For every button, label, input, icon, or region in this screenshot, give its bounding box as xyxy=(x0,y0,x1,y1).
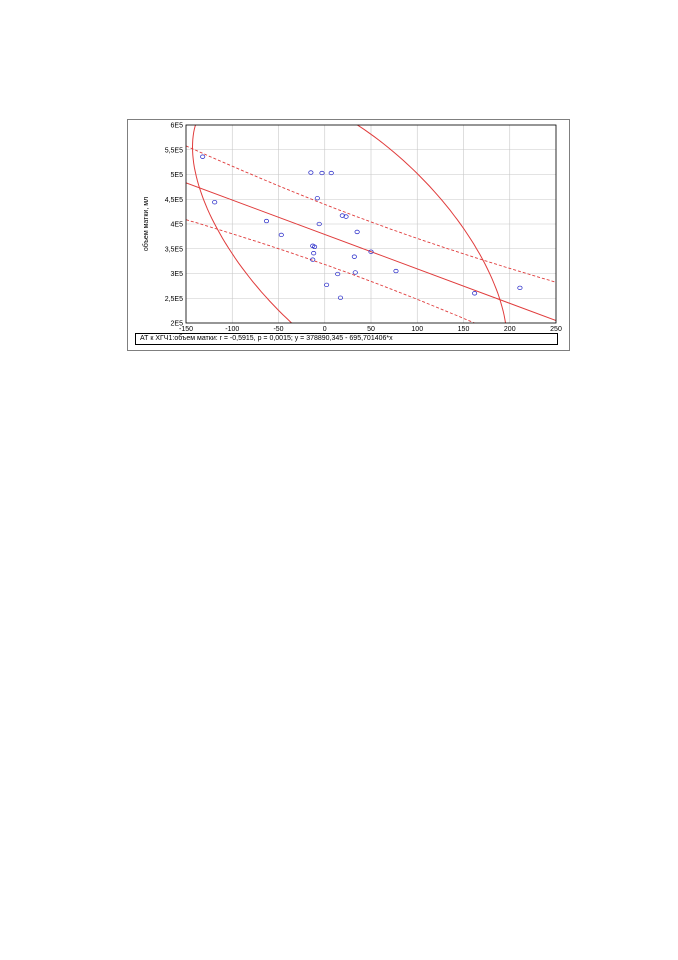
x-tick-labels: -150 -100 -50 0 50 100 150 200 250 xyxy=(179,326,562,333)
data-point xyxy=(308,170,314,175)
plot-border xyxy=(185,124,557,324)
data-point xyxy=(319,170,325,176)
legend: АТ к ХГЧ1:объем матки: r = -0,5915, p = … xyxy=(135,333,558,345)
x-tick-label: 250 xyxy=(550,326,562,333)
legend-text: АТ к ХГЧ1:объем матки: r = -0,5915, p = … xyxy=(140,335,393,342)
data-point xyxy=(324,282,330,288)
data-point xyxy=(352,270,358,275)
data-point xyxy=(354,229,360,235)
x-tick-label: -150 xyxy=(179,326,193,333)
data-point xyxy=(517,285,523,291)
data-point xyxy=(335,271,341,277)
data-point xyxy=(200,154,206,159)
confidence-band-upper xyxy=(186,145,556,283)
y-tick-label: 4E5 xyxy=(171,222,184,229)
prediction-ellipse xyxy=(191,125,506,323)
y-tick-labels: 2E5 2,5E5 3E5 3,5E5 4E5 4,5E5 5E5 5,5E5 6E5 xyxy=(165,123,183,328)
data-point xyxy=(314,196,320,201)
x-tick-label: -100 xyxy=(225,326,239,333)
data-point xyxy=(310,257,316,262)
y-axis-label: объем матки, мл xyxy=(142,197,150,251)
data-point xyxy=(328,170,334,176)
x-tick-label: -50 xyxy=(273,326,283,333)
x-tick-label: 100 xyxy=(411,326,423,333)
x-tick-label: 50 xyxy=(367,326,375,333)
y-tick-label: 2E5 xyxy=(171,321,184,328)
fit-curves xyxy=(186,125,556,323)
data-point xyxy=(337,295,344,300)
confidence-band-lower xyxy=(186,219,476,323)
data-point xyxy=(393,268,399,274)
data-point xyxy=(263,218,270,224)
chart-figure: -150 -100 -50 0 50 100 150 200 250 2E5 2,5E5 3E5 3,… xyxy=(127,119,570,351)
x-tick-label: 150 xyxy=(458,326,470,333)
y-tick-label: 4,5E5 xyxy=(165,197,183,204)
data-point xyxy=(316,221,322,227)
data-point xyxy=(368,249,374,254)
data-point xyxy=(312,244,318,249)
data-point xyxy=(472,291,478,296)
data-points xyxy=(200,154,523,300)
y-tick-label: 2,5E5 xyxy=(165,296,183,303)
data-point xyxy=(351,254,357,259)
y-tick-label: 3E5 xyxy=(171,271,184,278)
data-point xyxy=(212,200,218,205)
x-tick-label: 200 xyxy=(504,326,516,333)
x-tick-label: 0 xyxy=(323,326,327,333)
data-point xyxy=(278,232,284,238)
grid xyxy=(185,124,557,324)
y-tick-label: 6E5 xyxy=(171,123,184,130)
data-point xyxy=(343,214,349,219)
regression-line xyxy=(186,182,556,322)
scatter-plot: -150 -100 -50 0 50 100 150 200 250 2E5 2,5E5 3E5 3,… xyxy=(142,123,562,334)
data-point xyxy=(311,251,317,256)
y-tick-label: 3,5E5 xyxy=(165,246,183,253)
y-tick-label: 5E5 xyxy=(171,172,184,179)
y-tick-label: 5,5E5 xyxy=(165,147,183,154)
